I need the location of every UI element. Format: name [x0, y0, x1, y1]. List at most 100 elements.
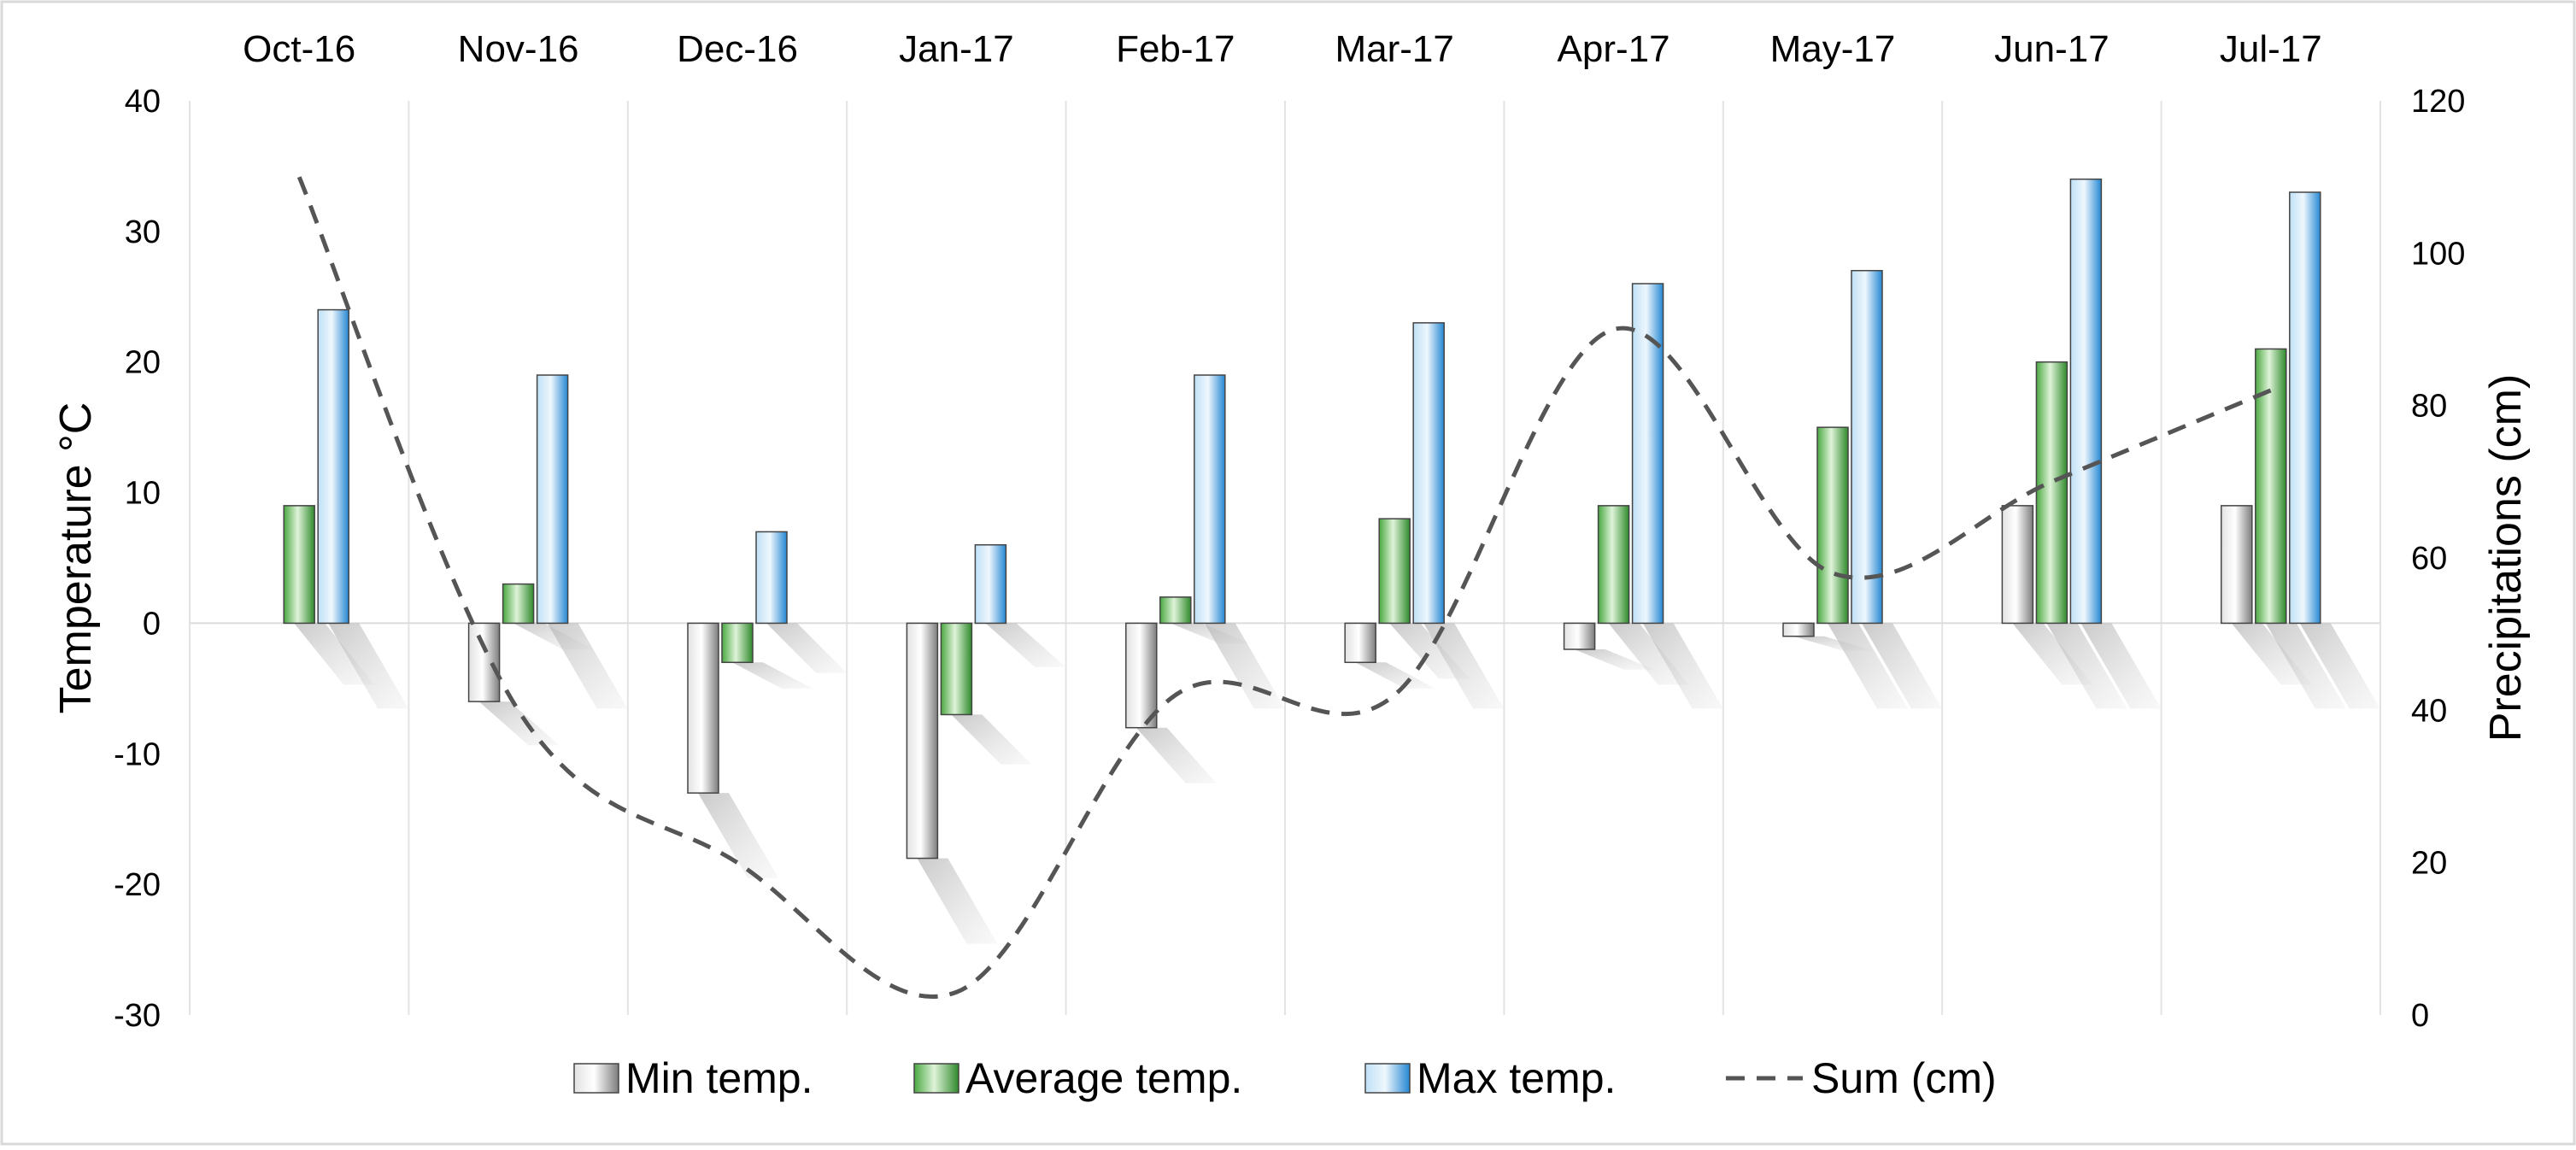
min-temp-bar: [467, 622, 501, 702]
average-temp-bar: [940, 622, 973, 716]
legend: Min temp. Average temp. Max temp. Sum (cm): [573, 1054, 1997, 1102]
y-tick-label: -20: [114, 867, 161, 903]
category-label: Feb-17: [1116, 28, 1235, 70]
bar-shadow: [294, 623, 375, 685]
legend-swatch: [913, 1063, 959, 1094]
y-tick-label: 20: [125, 345, 161, 381]
y-axis-title: Temperature °C: [51, 402, 101, 714]
max-temp-bar: [1851, 269, 1883, 625]
bar-shadow: [1862, 623, 1942, 709]
average-temp-bar: [2255, 348, 2287, 625]
bar-shadow: [1828, 623, 1908, 709]
bar-shadow: [1355, 662, 1436, 689]
bar-shadow: [328, 623, 409, 709]
min-temp-bar: [1563, 622, 1596, 650]
bar-shadow: [2231, 623, 2312, 685]
bar-shadow: [2046, 623, 2127, 709]
bar-layer: [283, 178, 2321, 860]
bar-shadow: [2012, 623, 2093, 685]
category-label: Jul-17: [2220, 28, 2322, 70]
bar-shadow: [1135, 727, 1217, 783]
average-temp-bar: [1159, 596, 1192, 625]
y2-tick-label: 80: [2411, 389, 2447, 425]
legend-swatch: [1364, 1063, 1411, 1094]
sum-cm-line: [296, 176, 2272, 999]
y-tick-label: 40: [125, 84, 161, 120]
average-temp-bar: [502, 583, 535, 625]
bar-shadow: [1204, 623, 1285, 709]
min-temp-bar: [1782, 622, 1815, 637]
bar-shadow: [1642, 623, 1723, 709]
average-temp-bar: [2035, 361, 2068, 625]
y2-tick-label: 60: [2411, 541, 2447, 577]
bar-shadow: [732, 662, 813, 689]
min-temp-bar: [2001, 505, 2034, 625]
average-temp-bar: [721, 622, 754, 664]
min-temp-bar: [687, 622, 719, 794]
max-temp-bar: [2289, 191, 2321, 625]
legend-label: Average temp.: [965, 1054, 1242, 1102]
average-temp-bar: [1597, 505, 1630, 625]
bar-shadow: [1423, 623, 1505, 709]
line-layer: [296, 176, 2272, 999]
category-label: Nov-16: [458, 28, 579, 70]
y-tick-label: 30: [125, 214, 161, 250]
max-temp-bar: [1631, 283, 1664, 625]
text-layer: Oct-16 Nov-16 Dec-16 Jan-17 Feb-17 Mar-17 Apr-…: [51, 28, 2531, 1034]
legend-item: Min temp.: [573, 1054, 813, 1102]
bar-shadow: [1608, 623, 1689, 685]
y2-tick-label: 100: [2411, 236, 2465, 272]
max-temp-bar: [1412, 322, 1445, 625]
category-label: Dec-16: [677, 28, 798, 70]
bar-shadow: [698, 793, 778, 878]
min-temp-bar: [1125, 622, 1158, 729]
max-temp-bar: [1194, 374, 1226, 625]
bar-shadow: [2265, 623, 2346, 709]
category-label: May-17: [1770, 28, 1896, 70]
bar-shadow: [951, 714, 1032, 765]
max-temp-bar: [755, 531, 788, 625]
category-label: Oct-16: [243, 28, 355, 70]
category-label: Jan-17: [899, 28, 1014, 70]
category-label: Jun-17: [1994, 28, 2110, 70]
legend-swatch: [573, 1063, 619, 1094]
bar-shadow: [766, 623, 847, 673]
legend-item: Average temp.: [913, 1054, 1242, 1102]
y2-tick-label: 0: [2411, 998, 2429, 1034]
y2-tick-label: 20: [2411, 846, 2447, 882]
y2-axis-title: Precipitations (cm): [2481, 374, 2531, 742]
min-temp-bar: [906, 622, 939, 860]
max-temp-bar: [536, 374, 569, 625]
bar-shadow: [547, 623, 628, 709]
max-temp-bar: [974, 543, 1007, 625]
bar-shadow: [917, 858, 998, 944]
category-label: Apr-17: [1558, 28, 1670, 70]
y-tick-label: -30: [114, 998, 161, 1034]
category-label: Mar-17: [1335, 28, 1454, 70]
average-temp-bar: [1816, 426, 1849, 625]
max-temp-bar: [2069, 178, 2103, 625]
legend-item: Sum (cm): [1726, 1054, 1997, 1102]
y2-tick-label: 40: [2411, 693, 2447, 729]
max-temp-bar: [317, 308, 349, 625]
y-tick-label: -10: [114, 736, 161, 772]
legend-label: Max temp.: [1417, 1054, 1616, 1102]
bar-shadow: [1574, 649, 1655, 670]
legend-label: Min temp.: [625, 1054, 813, 1102]
y-tick-label: 10: [125, 476, 161, 512]
min-temp-bar: [1344, 622, 1376, 664]
bar-shadow: [2080, 623, 2162, 709]
y2-tick-label: 120: [2411, 84, 2465, 120]
min-temp-bar: [2221, 505, 2253, 625]
y-tick-label: 0: [143, 606, 161, 642]
legend-item: Max temp.: [1364, 1054, 1616, 1102]
bar-shadow: [478, 701, 560, 746]
average-temp-bar: [1378, 518, 1411, 625]
shadow-layer: [294, 623, 2380, 944]
bar-shadow: [2299, 623, 2380, 709]
bar-shadow: [985, 623, 1066, 667]
legend-label: Sum (cm): [1811, 1054, 1997, 1102]
